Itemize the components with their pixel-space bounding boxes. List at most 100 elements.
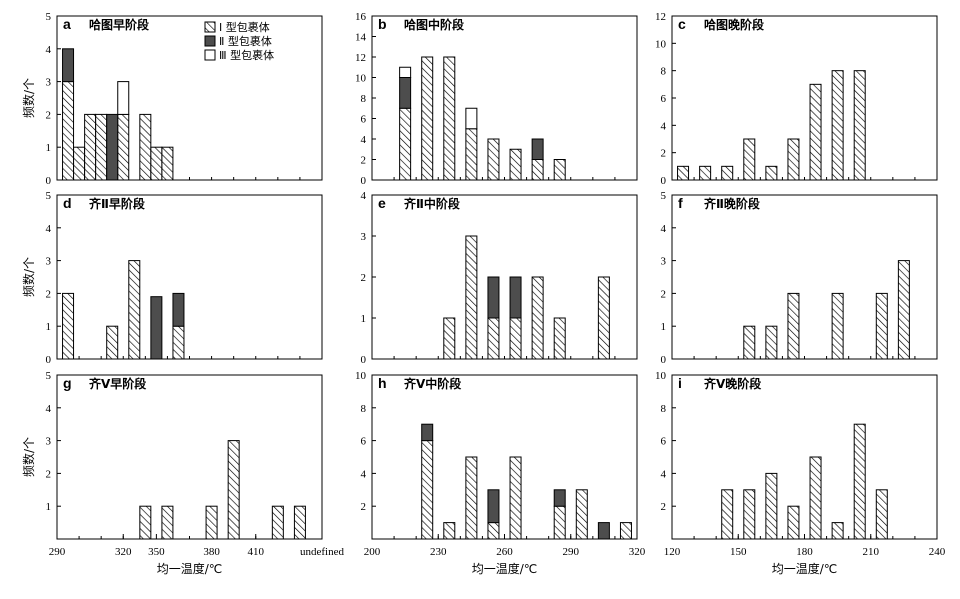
y-tick-label: 10 <box>655 370 667 382</box>
y-tick-label: 4 <box>661 120 667 132</box>
y-tick-label: 3 <box>361 231 367 243</box>
bar-type3 <box>117 81 130 115</box>
bar-type1 <box>699 165 712 181</box>
bar-type1 <box>128 260 141 360</box>
y-tick-label: 0 <box>46 354 52 366</box>
bar-type1 <box>831 522 844 540</box>
bar-type1 <box>271 505 284 540</box>
bar-type1 <box>487 317 500 360</box>
bar-type1 <box>809 456 822 540</box>
bar-type2 <box>531 138 544 160</box>
bar-type1 <box>875 292 888 360</box>
bar-type1 <box>809 83 822 181</box>
bar-type2 <box>62 48 75 83</box>
bar-type1 <box>509 148 522 181</box>
x-tick-label: 290 <box>49 546 66 558</box>
x-tick-label: 320 <box>629 546 646 558</box>
y-tick-label: 4 <box>361 190 367 202</box>
bar-type1 <box>853 70 866 181</box>
panel-letter: h <box>378 375 387 391</box>
legend-label: Ⅰ 型包裹体 <box>219 20 270 34</box>
bar-type1 <box>443 522 456 540</box>
y-tick-label: 5 <box>46 370 52 382</box>
bar-type1 <box>743 138 756 181</box>
bar-type1 <box>465 456 478 540</box>
y-tick-label: 0 <box>46 175 52 187</box>
bar-type1 <box>150 146 163 181</box>
bar-type1 <box>743 489 756 540</box>
y-tick-label: 0 <box>361 175 367 187</box>
bar-type1 <box>73 146 86 181</box>
legend-swatch <box>204 21 216 33</box>
x-tick-label: undefined <box>300 546 344 558</box>
y-tick-label: 4 <box>46 223 52 235</box>
panel-title: 齐Ⅴ中阶段 <box>404 376 462 391</box>
panel-title: 哈图早阶段 <box>89 17 150 32</box>
bar-type1 <box>487 138 500 181</box>
x-tick-label: 240 <box>929 546 946 558</box>
bar-type1 <box>139 505 152 540</box>
panel-frame <box>56 194 323 360</box>
y-tick-label: 1 <box>661 321 667 333</box>
y-tick-label: 2 <box>361 272 367 284</box>
bar-type2 <box>399 77 412 109</box>
bar-type2 <box>553 489 566 507</box>
y-tick-label: 4 <box>361 468 367 480</box>
bar-type1 <box>787 138 800 181</box>
x-tick-label: 180 <box>796 546 813 558</box>
bar-type1 <box>531 276 544 360</box>
bar-type1 <box>721 489 734 540</box>
bar-type3 <box>399 66 412 78</box>
panel-e: 0 1 2 3 4 e 齐Ⅱ中阶段 <box>361 190 638 366</box>
bar-type1 <box>443 56 456 181</box>
y-tick-label: 0 <box>361 354 367 366</box>
panel-letter: a <box>63 16 71 32</box>
bar-type1 <box>853 423 866 540</box>
bar-type1 <box>205 505 218 540</box>
bar-type1 <box>62 292 75 360</box>
y-tick-label: 2 <box>361 155 367 167</box>
bar-type1 <box>619 522 632 540</box>
y-axis-label: 频数/个 <box>21 437 36 477</box>
y-tick-label: 6 <box>361 114 367 126</box>
bar-type2 <box>509 276 522 319</box>
y-tick-label: 5 <box>661 190 667 202</box>
bar-type1 <box>161 505 174 540</box>
x-tick-label: 350 <box>148 546 165 558</box>
y-tick-label: 10 <box>355 370 367 382</box>
y-tick-label: 6 <box>361 436 367 448</box>
x-tick-label: 260 <box>496 546 513 558</box>
y-tick-label: 8 <box>361 403 367 415</box>
x-tick-label: 150 <box>730 546 747 558</box>
bar-type1 <box>531 159 544 181</box>
legend-swatch <box>204 49 216 61</box>
legend-label: Ⅲ 型包裹体 <box>219 48 274 62</box>
y-tick-label: 1 <box>46 501 52 513</box>
bar-type1 <box>575 489 588 540</box>
bar-type3 <box>465 107 478 130</box>
y-tick-label: 8 <box>661 403 667 415</box>
x-tick-label: 230 <box>430 546 447 558</box>
y-tick-label: 12 <box>655 11 666 23</box>
bar-type2 <box>421 423 434 442</box>
panel-letter: g <box>63 375 72 391</box>
panel-title: 齐Ⅴ晚阶段 <box>704 376 762 391</box>
bar-type2 <box>487 276 500 319</box>
bar-type1 <box>443 317 456 360</box>
panel-c: 0 2 4 6 8 10 12 c 哈图晚阶段 <box>655 11 938 187</box>
bar-type1 <box>553 505 566 540</box>
y-axis-label: 频数/个 <box>21 78 36 118</box>
y-tick-label: 2 <box>661 288 667 300</box>
y-tick-label: 0 <box>661 175 667 187</box>
y-tick-label: 1 <box>361 313 367 325</box>
bar-type1 <box>765 325 778 360</box>
y-tick-label: 6 <box>661 436 667 448</box>
x-tick-label: 200 <box>364 546 381 558</box>
bar-type1 <box>765 165 778 181</box>
bar-type1 <box>553 159 566 181</box>
bar-type1 <box>84 113 97 181</box>
panel-letter: i <box>678 375 682 391</box>
